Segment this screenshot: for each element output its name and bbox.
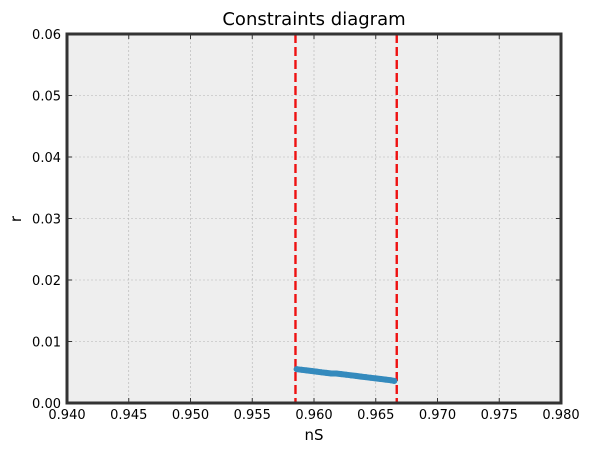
y-tick-label: 0.03: [32, 213, 61, 228]
data-point: [338, 371, 345, 378]
x-tick-label: 0.960: [295, 408, 332, 423]
data-points: [293, 366, 398, 384]
x-tick-label: 0.950: [172, 408, 209, 423]
y-axis-label: r: [7, 215, 25, 222]
data-point: [382, 376, 389, 383]
x-tick-label: 0.955: [234, 408, 271, 423]
x-tick-label: 0.965: [357, 408, 394, 423]
data-point: [313, 368, 320, 375]
x-tick-label: 0.975: [481, 408, 518, 423]
constraint-lines: [294, 34, 398, 403]
data-point: [328, 370, 335, 377]
data-point: [303, 367, 310, 374]
x-tick-label: 0.945: [110, 408, 147, 423]
data-point: [352, 372, 359, 379]
x-axis-ticks: 0.940 0.945 0.950 0.955 0.960 0.965 0.970 0.975…: [48, 34, 580, 423]
y-axis-ticks: 0.00 0.01 0.02 0.03 0.04 0.05 0.06: [32, 28, 561, 412]
y-tick-label: 0.01: [32, 336, 61, 351]
y-tick-label: 0.06: [32, 28, 61, 43]
chart-title: Constraints diagram: [222, 9, 405, 30]
data-point: [391, 377, 398, 384]
data-point: [362, 374, 369, 381]
x-tick-label: 0.980: [542, 408, 579, 423]
x-tick-label: 0.970: [419, 408, 456, 423]
data-point: [367, 374, 374, 381]
data-point: [348, 372, 355, 379]
data-point: [323, 369, 330, 376]
y-tick-label: 0.04: [32, 151, 61, 166]
data-point: [377, 376, 384, 383]
x-tick-label: 0.940: [48, 408, 85, 423]
data-point: [318, 369, 325, 376]
y-tick-label: 0.05: [32, 90, 61, 105]
y-tick-label: 0.02: [32, 274, 61, 289]
x-axis-label: nS: [304, 426, 323, 444]
data-point: [372, 375, 379, 382]
data-point: [333, 370, 340, 377]
y-tick-label: 0.00: [32, 397, 61, 412]
data-point: [298, 366, 305, 373]
data-point: [357, 373, 364, 380]
data-point: [343, 371, 350, 378]
data-point: [293, 366, 300, 373]
data-point: [308, 368, 315, 375]
